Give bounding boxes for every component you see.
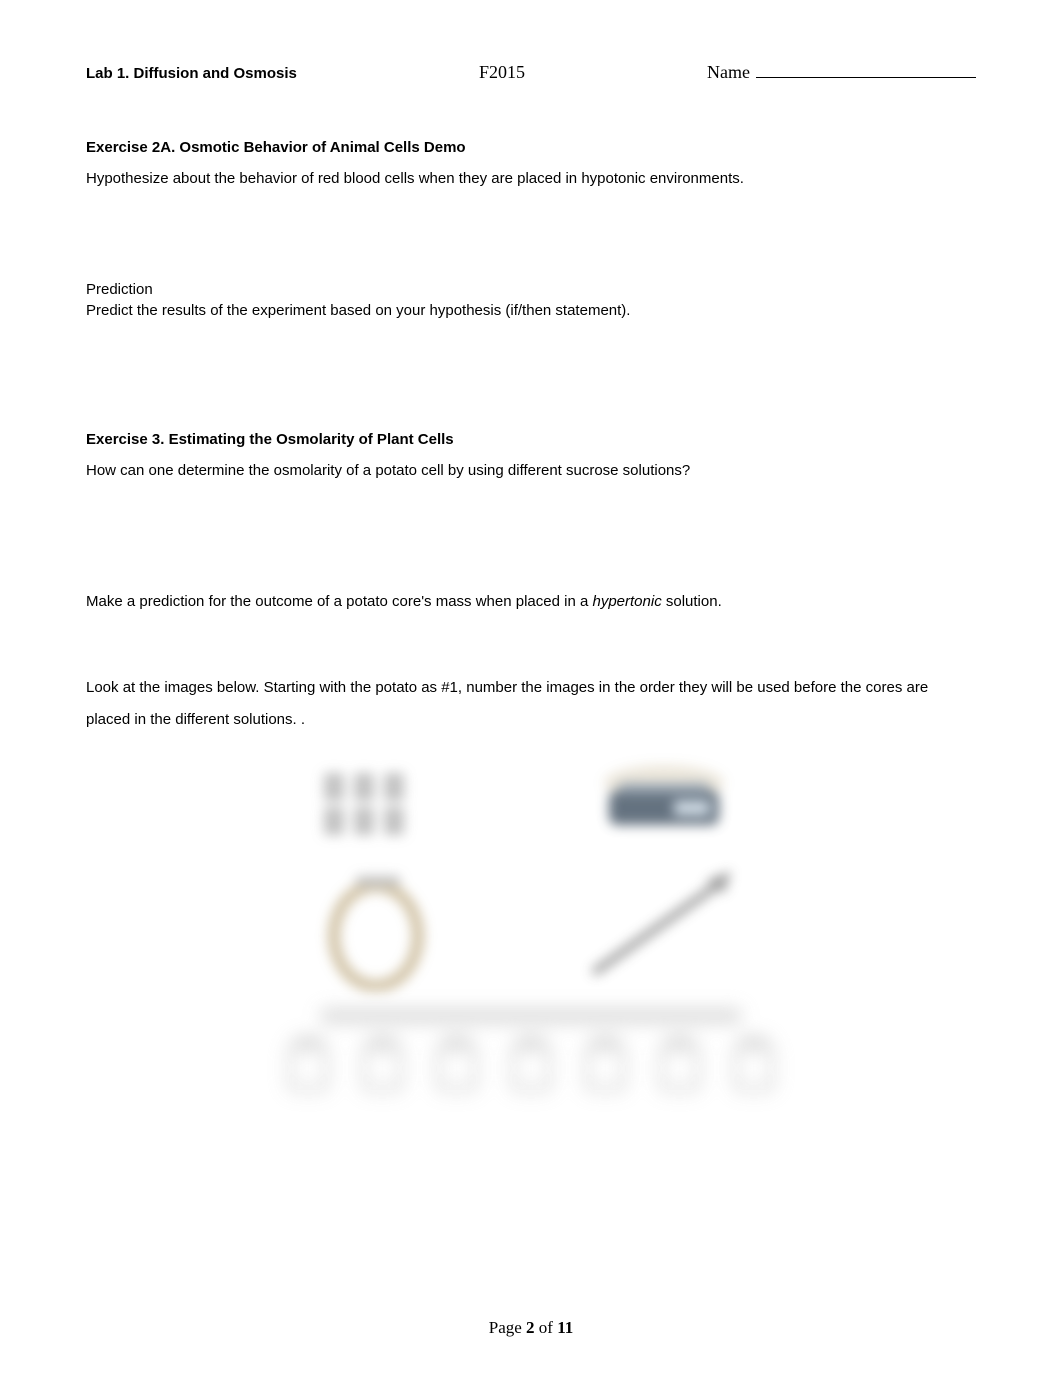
scalpel-icon: [576, 871, 746, 991]
image-row-2: [251, 871, 811, 991]
prediction-hypertonic: hypertonic: [592, 593, 661, 610]
caption-bar: [321, 1009, 741, 1023]
exercise-2a-heading: Exercise 2A. Osmotic Behavior of Animal …: [86, 139, 976, 156]
exercise-3-question1: How can one determine the osmolarity of …: [86, 460, 976, 481]
footer-mid: of: [535, 1318, 558, 1337]
scale-icon: [579, 753, 749, 853]
footer-total-pages: 11: [557, 1318, 573, 1337]
footer-pre: Page: [489, 1318, 526, 1337]
lab-title: Lab 1. Diffusion and Osmosis: [86, 65, 297, 82]
footer-current-page: 2: [526, 1318, 535, 1337]
potato-icon: [316, 871, 446, 991]
document-header: Lab 1. Diffusion and Osmosis F2015 Name: [86, 60, 976, 83]
blurred-caption-row: [251, 1009, 811, 1110]
exercise-3-heading: Exercise 3. Estimating the Osmolarity of…: [86, 431, 976, 448]
term-label: F2015: [479, 62, 525, 83]
page-footer: Page 2 of 11: [0, 1318, 1062, 1338]
prediction-prompt: Predict the results of the experiment ba…: [86, 300, 976, 321]
name-field: Name: [707, 60, 976, 83]
prediction-post: solution.: [662, 593, 722, 610]
test-tubes-icon: [314, 763, 454, 843]
prediction-pre: Make a prediction for the outcome of a p…: [86, 593, 592, 610]
exercise-3-section: Exercise 3. Estimating the Osmolarity of…: [86, 431, 976, 735]
lab-images-area: [251, 753, 811, 1110]
name-blank-line[interactable]: [756, 60, 976, 78]
exercise-2a-section: Exercise 2A. Osmotic Behavior of Animal …: [86, 139, 976, 321]
name-label: Name: [707, 62, 750, 83]
beakers-row-icon: [251, 1035, 811, 1105]
image-row-1: [251, 753, 811, 853]
exercise-3-prediction-line: Make a prediction for the outcome of a p…: [86, 591, 976, 612]
image-instruction: Look at the images below. Starting with …: [86, 672, 976, 735]
prediction-label: Prediction: [86, 279, 976, 300]
hypothesis-prompt: Hypothesize about the behavior of red bl…: [86, 168, 976, 189]
